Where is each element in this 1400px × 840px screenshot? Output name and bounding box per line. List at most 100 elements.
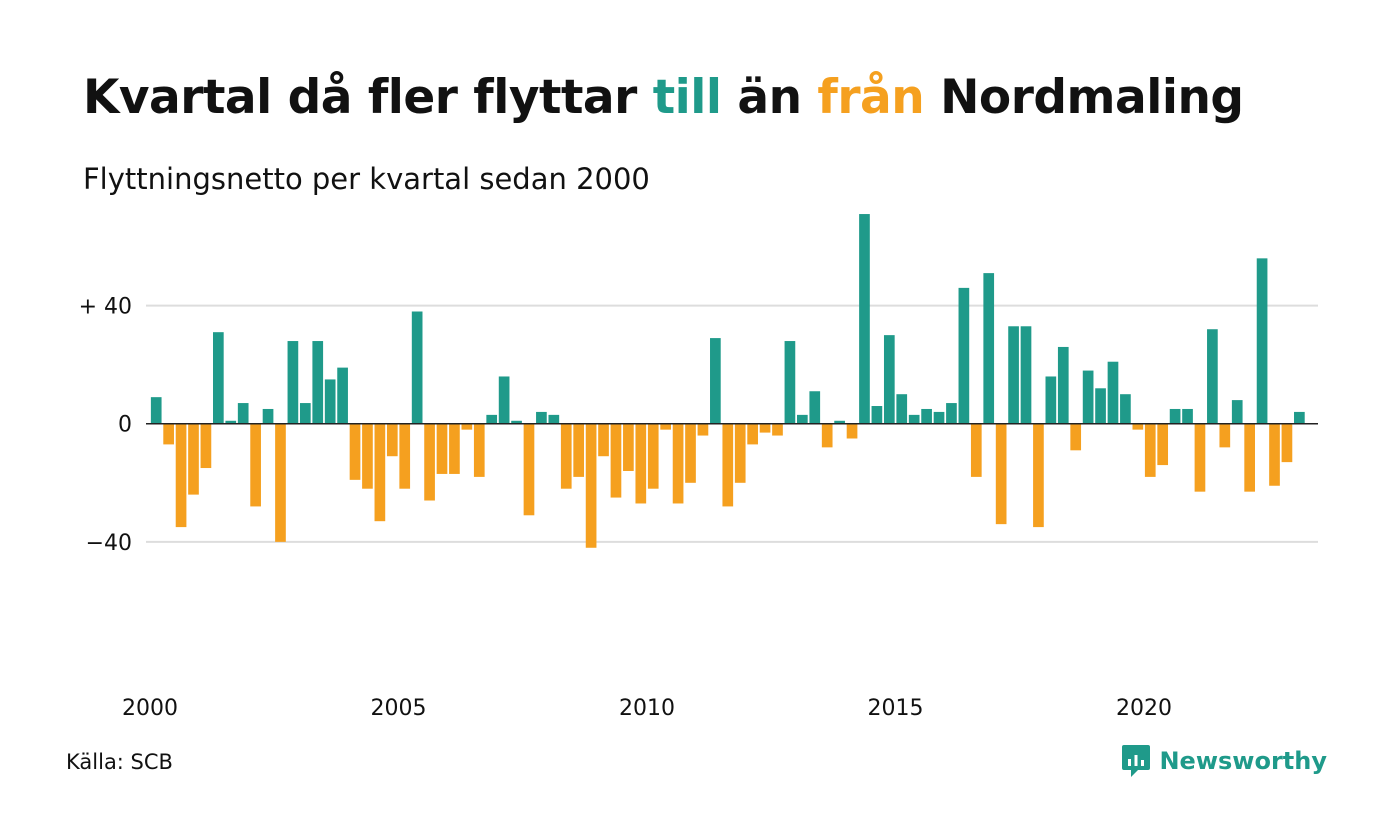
bar xyxy=(809,391,821,424)
bar xyxy=(722,423,734,507)
bar xyxy=(486,414,498,424)
bar xyxy=(1182,408,1193,424)
bar xyxy=(995,423,1007,525)
bar xyxy=(983,273,995,424)
bar xyxy=(424,423,435,501)
bar xyxy=(349,423,361,480)
x-tick-label: 2005 xyxy=(371,696,427,721)
title-text-end: Nordmaling xyxy=(924,70,1244,125)
bar xyxy=(200,423,212,469)
bar xyxy=(970,423,982,477)
title-highlight-till: till xyxy=(652,70,722,125)
x-tick-label: 2000 xyxy=(122,696,178,721)
bar xyxy=(1057,346,1069,424)
bar xyxy=(324,379,336,424)
bar xyxy=(473,423,485,477)
bar xyxy=(946,403,957,424)
bar xyxy=(759,423,771,433)
bar xyxy=(1157,423,1169,466)
bar xyxy=(710,338,721,424)
y-tick-label: 0 xyxy=(118,413,132,438)
bar xyxy=(647,423,659,489)
bar xyxy=(1281,423,1293,463)
bar xyxy=(337,367,348,424)
bar xyxy=(1095,388,1106,424)
x-tick-label: 2010 xyxy=(619,696,675,721)
title-text-middle: än xyxy=(721,70,818,125)
bar xyxy=(921,408,932,424)
bar xyxy=(498,376,510,424)
bar xyxy=(399,423,411,489)
x-tick-label: 2015 xyxy=(868,696,924,721)
bar xyxy=(163,423,174,445)
bar xyxy=(250,423,261,507)
bar xyxy=(312,341,324,424)
bar xyxy=(1070,423,1082,451)
bar xyxy=(685,423,696,483)
bar xyxy=(449,423,460,474)
bar xyxy=(784,341,796,424)
bar xyxy=(734,423,746,483)
bar xyxy=(958,287,970,424)
chart-title: Kvartal då fler flyttar till än från Nor… xyxy=(83,72,1244,124)
bar xyxy=(1144,423,1156,477)
brand-name: Newsworthy xyxy=(1159,747,1327,775)
bar xyxy=(660,423,672,430)
bar xyxy=(175,423,187,528)
bar xyxy=(635,423,647,504)
bar xyxy=(834,420,845,424)
bar xyxy=(697,423,709,436)
bar xyxy=(548,414,560,424)
bar xyxy=(1194,423,1206,492)
chart-subtitle: Flyttningsnetto per kvartal sedan 2000 xyxy=(83,162,650,196)
bar xyxy=(536,411,547,424)
bar xyxy=(747,423,758,445)
bar xyxy=(1008,326,1019,424)
bar xyxy=(411,311,423,424)
bar xyxy=(1231,400,1243,424)
bar xyxy=(188,423,199,495)
bar xyxy=(846,423,858,439)
bar xyxy=(796,414,808,424)
title-text-start: Kvartal då fler flyttar xyxy=(83,70,653,125)
bar xyxy=(908,414,920,424)
bar xyxy=(1033,423,1044,528)
bar xyxy=(1244,423,1256,492)
bar xyxy=(1120,394,1131,424)
bar xyxy=(623,423,634,471)
bar xyxy=(386,423,398,457)
y-tick-label: −40 xyxy=(86,531,132,556)
bar xyxy=(523,423,535,516)
bar xyxy=(1256,258,1268,424)
bar xyxy=(275,423,286,542)
bar xyxy=(896,394,908,424)
bar xyxy=(573,423,585,477)
bar xyxy=(598,423,609,457)
bar xyxy=(1107,361,1119,424)
bar xyxy=(1169,408,1181,424)
bar-layer xyxy=(150,214,1305,548)
bar xyxy=(772,423,783,436)
bar xyxy=(672,423,684,504)
bar xyxy=(150,397,162,424)
axis-layer: + 40 0 −40 2000 2005 2010 2015 2020 xyxy=(79,295,1318,721)
bar xyxy=(933,411,945,424)
bar xyxy=(287,341,299,424)
title-highlight-fran: från xyxy=(817,70,925,125)
bar xyxy=(871,406,883,424)
bar xyxy=(225,420,237,424)
bar xyxy=(585,423,597,548)
bar xyxy=(299,403,311,424)
bar xyxy=(821,423,833,448)
bar xyxy=(859,214,870,424)
bar xyxy=(610,423,622,498)
source-note: Källa: SCB xyxy=(66,750,173,774)
bar xyxy=(237,403,249,424)
bar xyxy=(374,423,386,522)
brand-logo: Newsworthy xyxy=(1121,744,1327,778)
bar xyxy=(1269,423,1280,486)
newsworthy-chart-bubble-icon xyxy=(1122,745,1151,777)
grid-layer xyxy=(146,304,1318,543)
bar xyxy=(461,423,473,430)
